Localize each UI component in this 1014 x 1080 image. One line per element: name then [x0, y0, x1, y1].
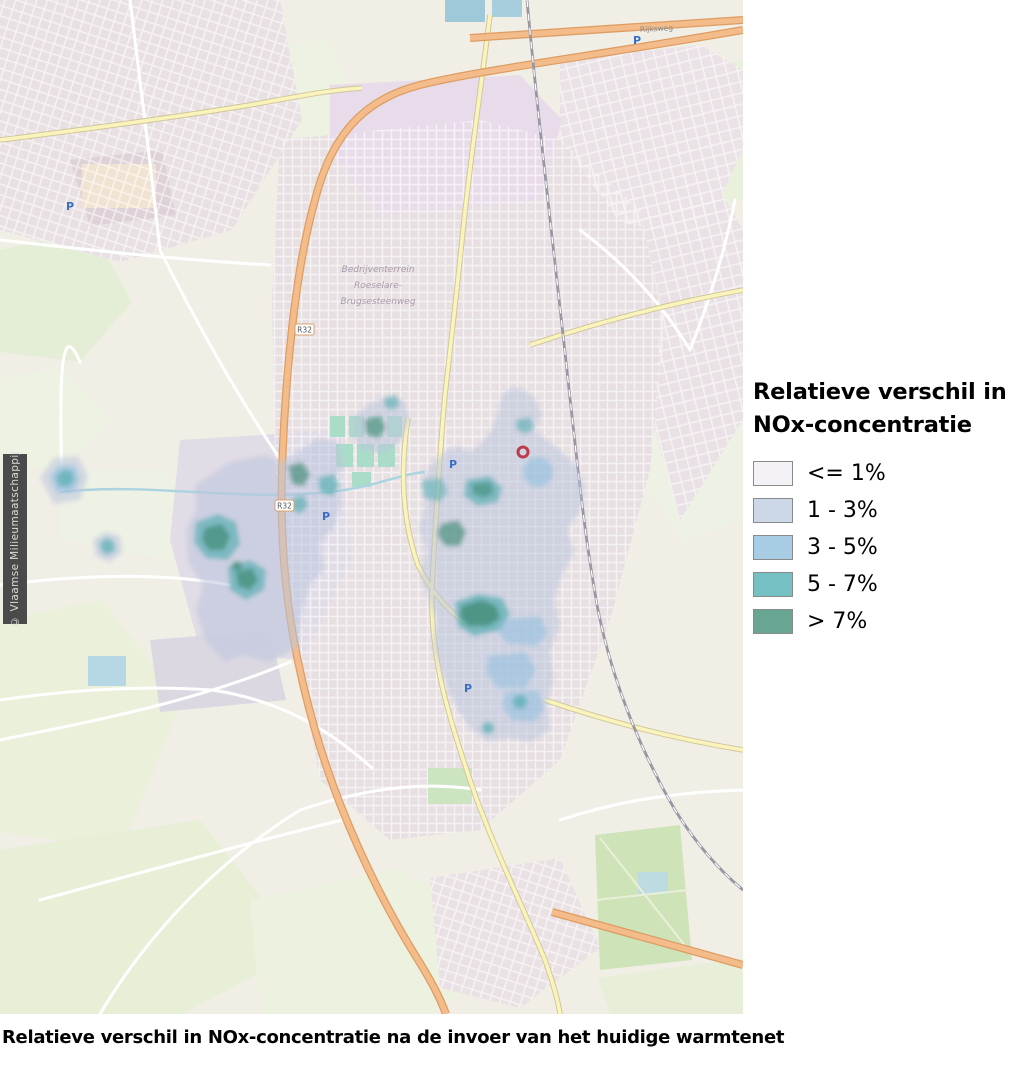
legend: Relatieve verschil in NOx-concentratie <… [753, 376, 1011, 640]
map-attribution: © Vlaamse Milieumaatschappij [3, 451, 27, 627]
legend-swatch-1-3 [753, 498, 793, 523]
attribution-text: © Vlaamse Milieumaatschappij [9, 450, 21, 628]
legend-row: 3 - 5% [753, 529, 1011, 566]
svg-text:R32: R32 [277, 502, 292, 511]
primary-roads [277, 16, 743, 1014]
svg-text:P: P [633, 34, 641, 47]
legend-swatch-gt7 [753, 609, 793, 634]
legend-swatch-le1 [753, 461, 793, 486]
legend-row: 1 - 3% [753, 492, 1011, 529]
road-label: Rijksweg [640, 23, 674, 34]
legend-row: > 7% [753, 603, 1011, 640]
r32-badge: R32 [294, 323, 315, 336]
figure-caption: Relatieve verschil in NOx-concentratie n… [2, 1027, 785, 1048]
svg-text:R32: R32 [297, 326, 312, 335]
svg-text:P: P [322, 510, 330, 523]
osm-basemap: R32 R32 Rijksweg Bedrijventerrein Roesel… [0, 0, 743, 1014]
legend-row: <= 1% [753, 455, 1011, 492]
r32-badge: R32 [274, 499, 295, 512]
legend-swatch-3-5 [753, 535, 793, 560]
svg-text:P: P [66, 200, 74, 213]
legend-label: <= 1% [807, 461, 886, 486]
legend-title: Relatieve verschil in NOx-concentratie [753, 379, 1007, 438]
parking-icon: P P P P P [66, 34, 641, 695]
map-markers: R32 R32 Rijksweg Bedrijventerrein Roesel… [66, 23, 673, 695]
industrial-area-label: Bedrijventerrein Roeselare- Brugsesteenw… [340, 265, 415, 307]
nox-overlay [40, 387, 584, 742]
legend-items: <= 1% 1 - 3% 3 - 5% 5 - 7% > 7% [753, 455, 1011, 640]
railway [525, 0, 743, 892]
map-canvas: R32 R32 Rijksweg Bedrijventerrein Roesel… [0, 0, 743, 1014]
svg-text:P: P [464, 682, 472, 695]
legend-swatch-5-7 [753, 572, 793, 597]
overlay-band-1-3 [186, 438, 344, 662]
svg-text:Brugsesteenweg: Brugsesteenweg [340, 297, 415, 307]
legend-label: 5 - 7% [807, 572, 878, 597]
legend-label: 1 - 3% [807, 498, 878, 523]
legend-label: 3 - 5% [807, 535, 878, 560]
svg-text:P: P [449, 458, 457, 471]
legend-label: > 7% [807, 609, 868, 634]
svg-text:Bedrijventerrein: Bedrijventerrein [342, 265, 415, 275]
town-centre-marker [516, 445, 530, 459]
legend-row: 5 - 7% [753, 566, 1011, 603]
street-grids [0, 0, 743, 1008]
svg-text:Roeselare-: Roeselare- [354, 281, 402, 291]
